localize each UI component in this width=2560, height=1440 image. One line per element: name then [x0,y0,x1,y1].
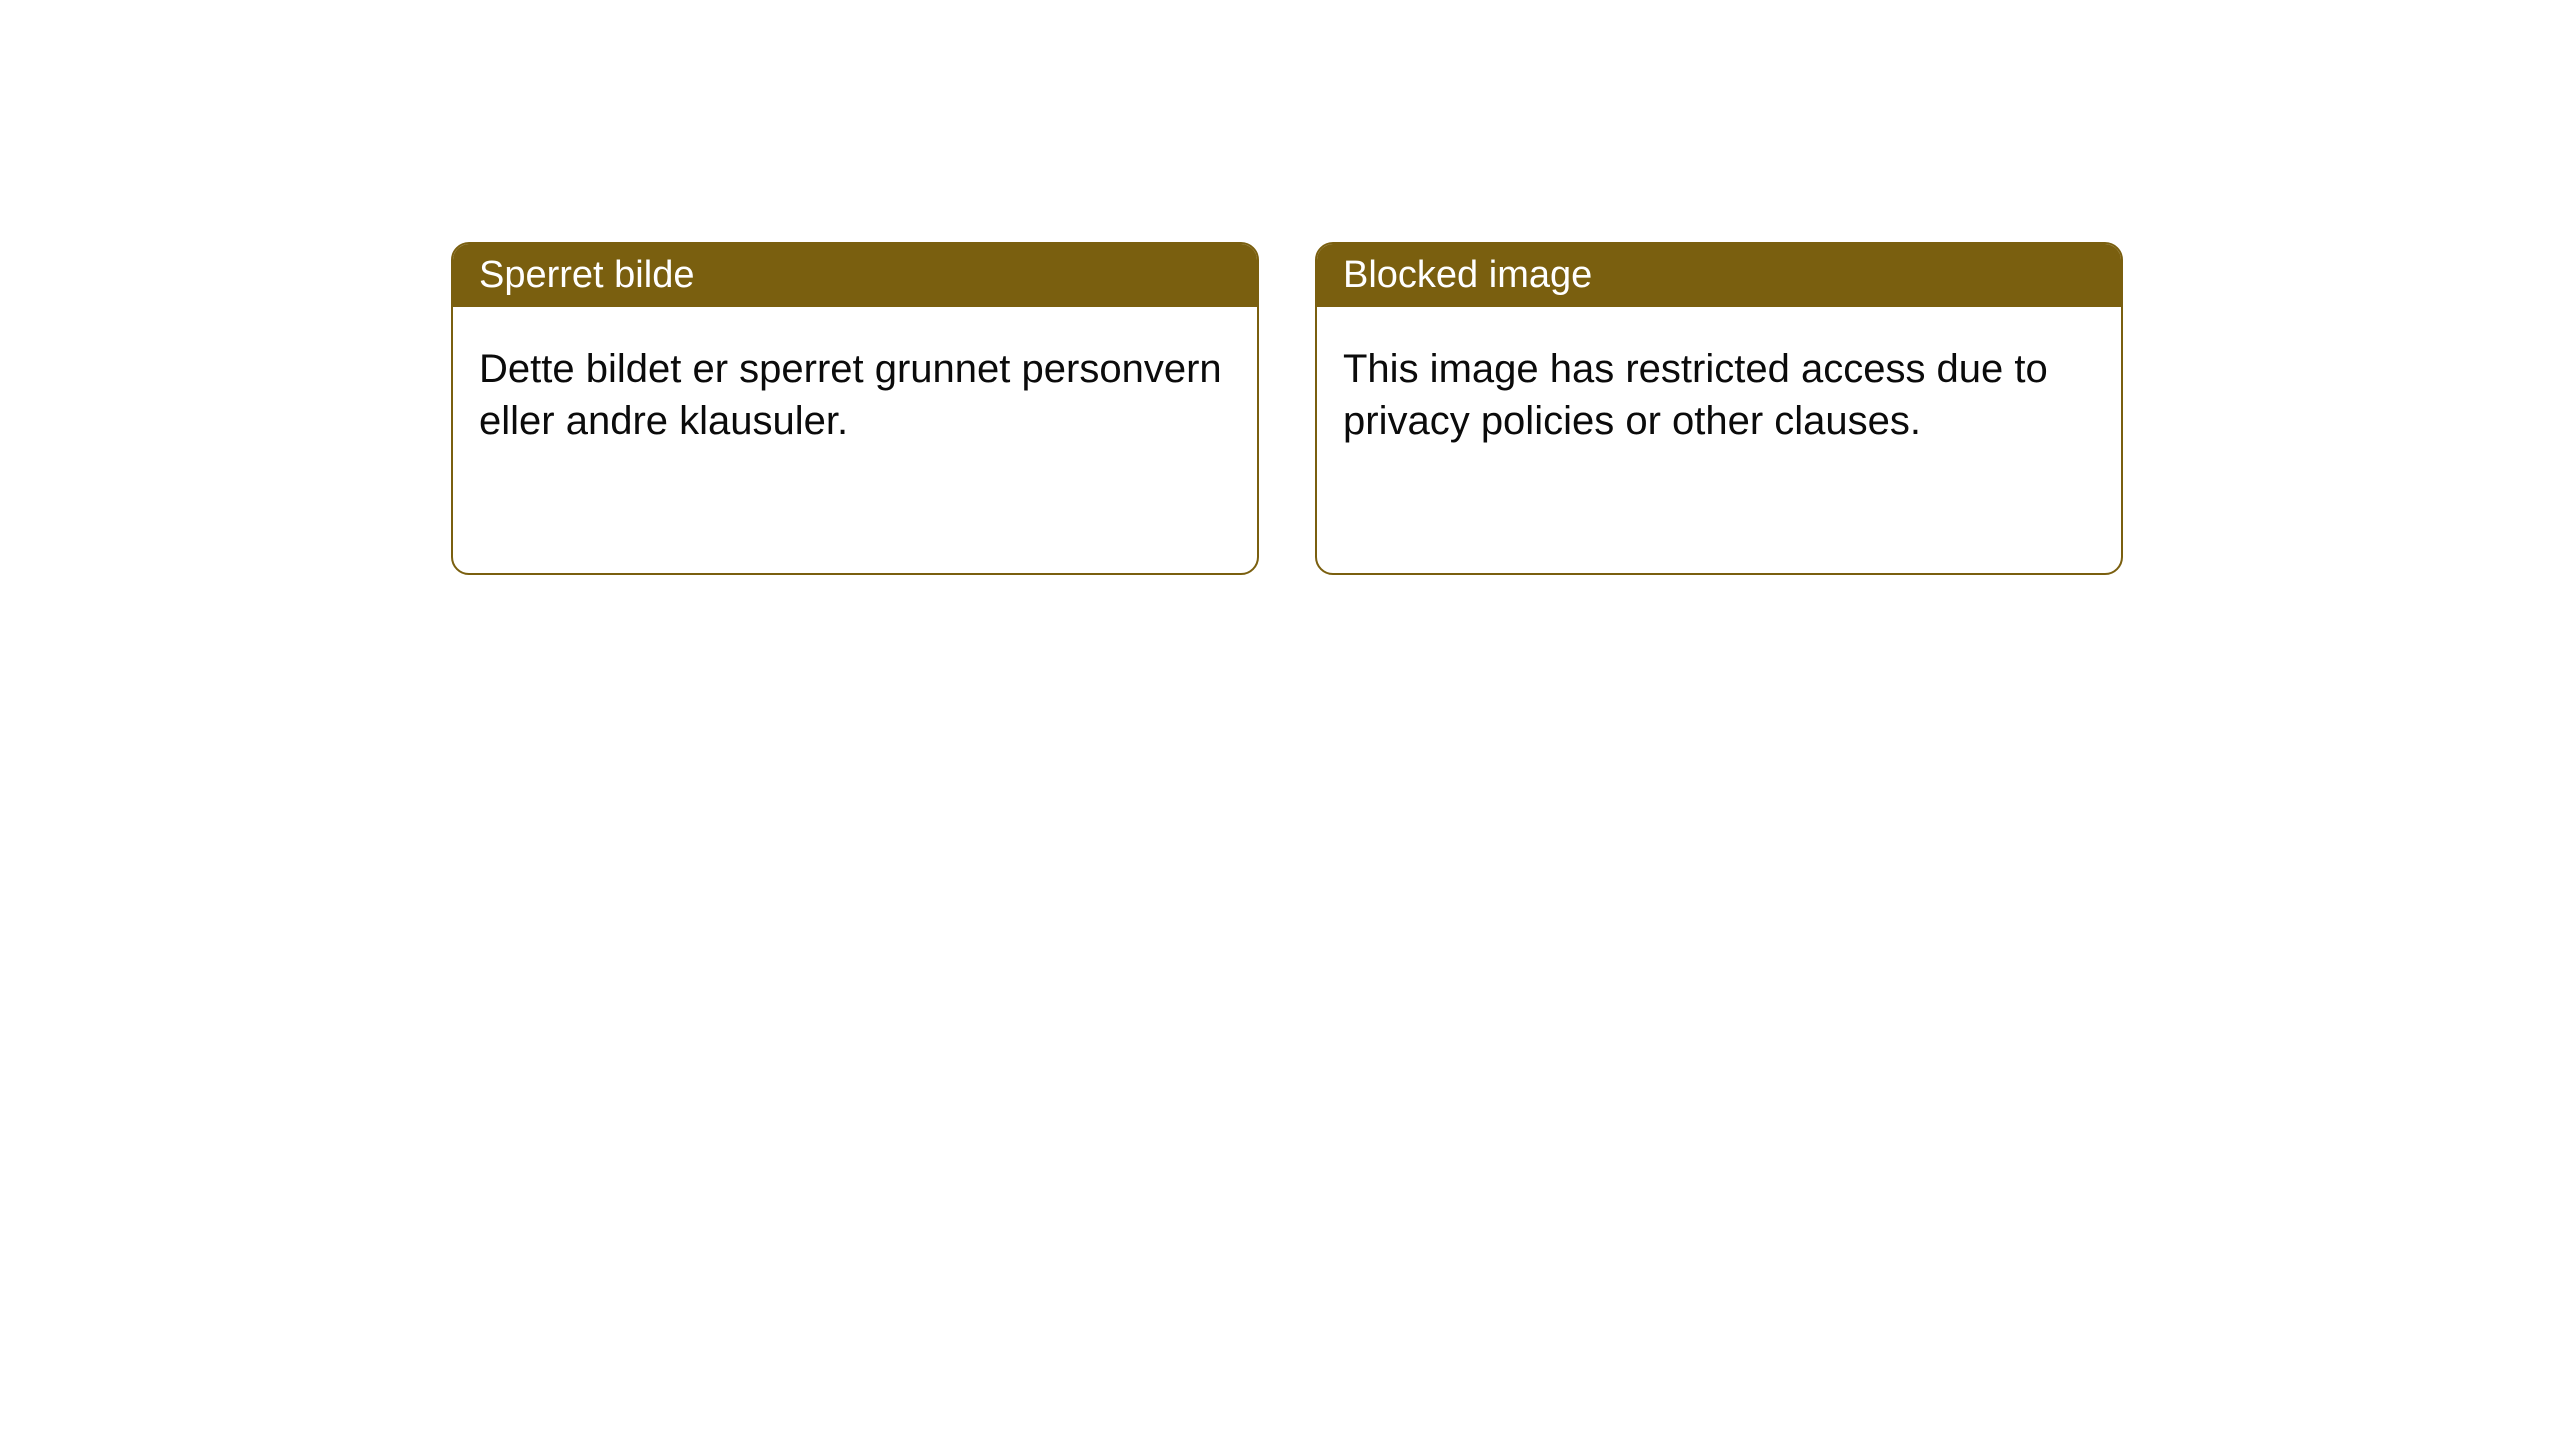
notice-container: Sperret bilde Dette bildet er sperret gr… [0,0,2560,575]
notice-card-norwegian: Sperret bilde Dette bildet er sperret gr… [451,242,1259,575]
notice-card-body: This image has restricted access due to … [1317,307,2121,483]
notice-card-english: Blocked image This image has restricted … [1315,242,2123,575]
notice-card-title: Blocked image [1317,244,2121,307]
notice-card-body: Dette bildet er sperret grunnet personve… [453,307,1257,483]
notice-card-title: Sperret bilde [453,244,1257,307]
